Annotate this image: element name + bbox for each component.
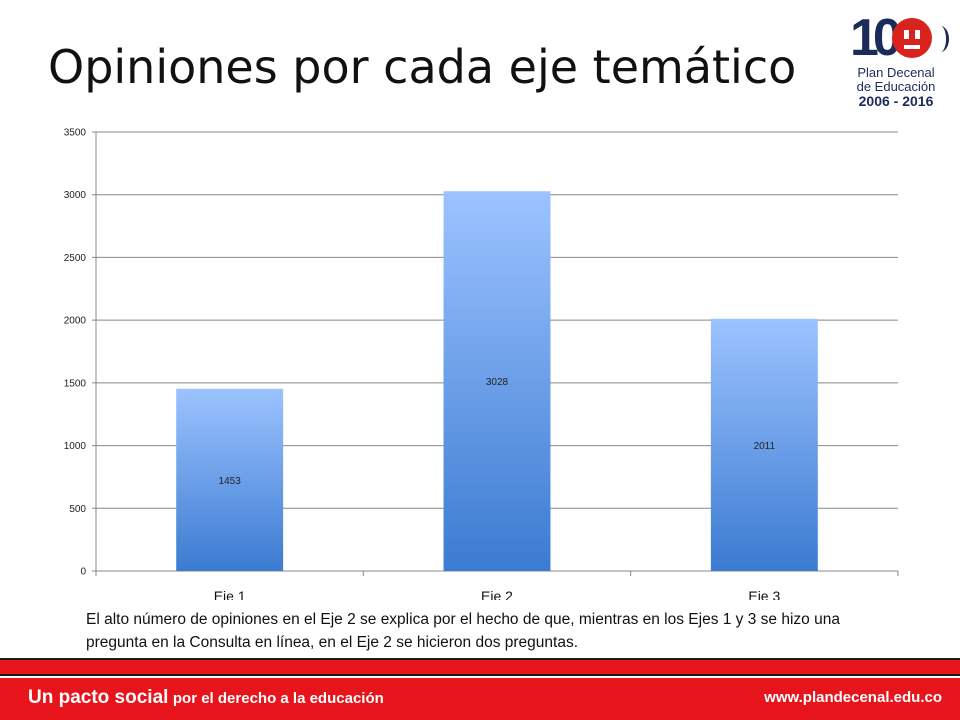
- bar-eje-1: [176, 388, 284, 571]
- y-tick-label: 0: [80, 567, 86, 578]
- x-category-label: Eje 1: [214, 588, 246, 600]
- logo-face-icon: [892, 18, 932, 58]
- chart-caption: El alto número de opiniones en el Eje 2 …: [86, 611, 840, 651]
- y-tick-label: 1500: [64, 378, 87, 389]
- bar-eje-2: [443, 191, 551, 572]
- footer-slogan: Un pacto social por el derecho a la educ…: [28, 687, 384, 709]
- x-category-label: Eje 3: [748, 588, 780, 600]
- data-label: 1453: [219, 476, 242, 487]
- footer-url[interactable]: www.plandecenal.edu.co: [764, 689, 942, 706]
- slogan-main: Un pacto social: [28, 687, 169, 708]
- footer-bar: Un pacto social por el derecho a la educ…: [0, 678, 960, 720]
- y-tick-label: 3500: [64, 128, 87, 139]
- plan-decenal-logo: 10 Plan Decenal de Educación 2006 - 2016: [846, 8, 949, 116]
- slide-title: Opiniones por cada eje temático: [48, 40, 797, 94]
- bar-eje-3: [710, 318, 818, 571]
- sound-waves-icon: [932, 26, 949, 52]
- data-label: 3028: [486, 377, 509, 388]
- y-tick-label: 2000: [64, 316, 87, 327]
- data-label: 2011: [754, 441, 776, 452]
- y-tick-label: 500: [69, 504, 86, 515]
- logo-line-3: 2006 - 2016: [858, 93, 934, 109]
- footer-divider: [0, 658, 960, 676]
- bar-chart: 0 500 1000 1500 2000 2500 3000 3500 1453 Eje 1 302…: [64, 128, 899, 600]
- logo-line-1: Plan Decenal: [857, 65, 935, 80]
- y-tick-label: 2500: [64, 253, 87, 264]
- slogan-rest: por el derecho a la educación: [172, 690, 384, 707]
- y-tick-label: 1000: [64, 441, 87, 452]
- logo-line-2: de Educación: [856, 79, 936, 94]
- x-category-label: Eje 2: [481, 588, 513, 600]
- y-tick-label: 3000: [64, 190, 87, 201]
